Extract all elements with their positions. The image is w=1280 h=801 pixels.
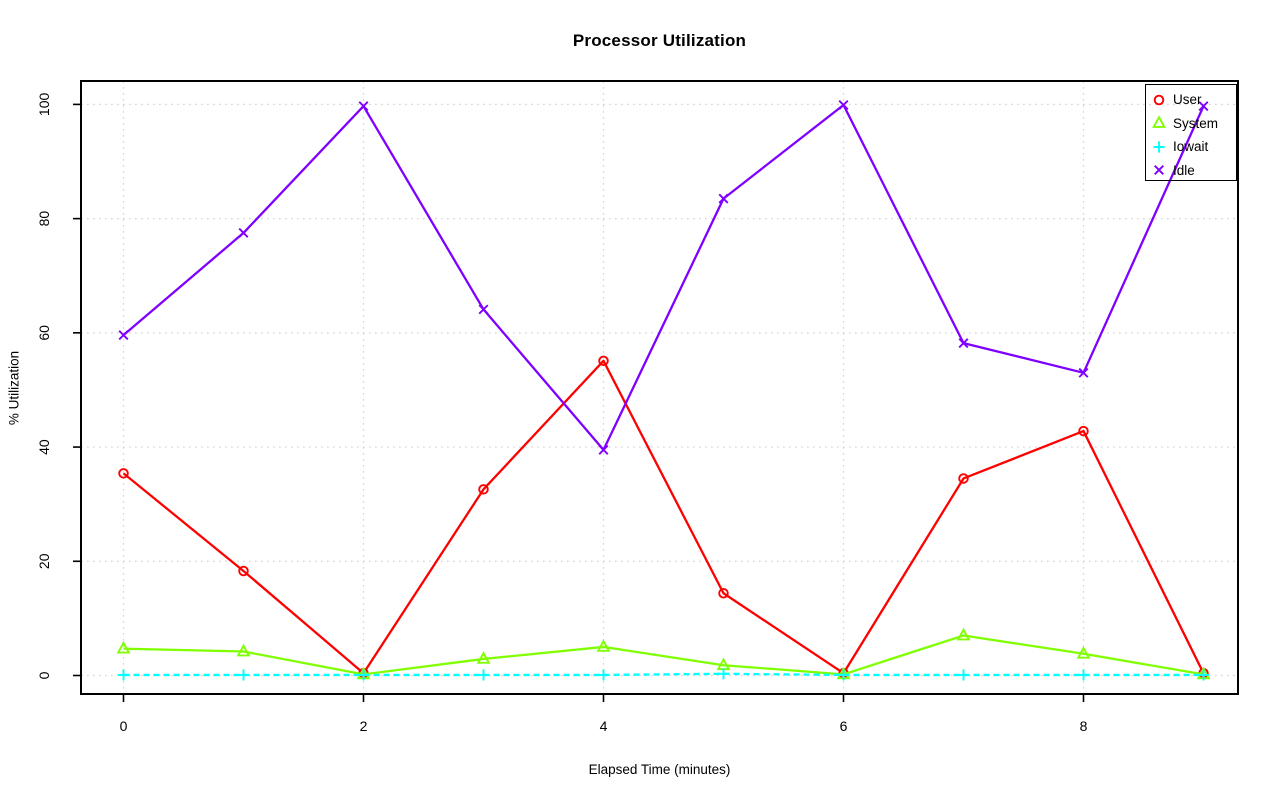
series-marker-system <box>236 643 251 657</box>
series-marker-iowait <box>1197 669 1210 681</box>
legend-circle-icon <box>1153 94 1165 106</box>
y-tick-label: 80 <box>36 211 52 227</box>
y-tick-label: 20 <box>36 553 52 569</box>
legend: User System Iowait Idle <box>1145 84 1237 181</box>
series-line-iowait <box>123 672 1204 677</box>
series-marker-iowait <box>477 669 490 681</box>
series-marker-system <box>596 639 611 652</box>
y-tick-label: 40 <box>36 439 52 455</box>
legend-label-user: User <box>1173 92 1202 107</box>
y-tick-label: 60 <box>36 325 52 341</box>
series-marker-user <box>1078 425 1089 437</box>
x-tick-label: 4 <box>600 718 608 734</box>
legend-triangle-icon <box>1152 115 1166 129</box>
legend-marker-shape-user <box>1153 94 1165 106</box>
legend-marker-shape-idle <box>1154 165 1164 176</box>
series-line-idle <box>122 103 1205 452</box>
series-marker-idle <box>238 227 249 238</box>
series-marker-system <box>476 651 491 664</box>
x-tick-label: 6 <box>840 718 848 734</box>
legend-row-idle: Idle <box>1146 159 1236 183</box>
x-tick-label: 8 <box>1080 718 1088 734</box>
series-marker-idle <box>838 99 849 110</box>
series-marker-idle <box>118 330 129 341</box>
series-marker-user <box>478 484 489 495</box>
x-axis-label: Elapsed Time (minutes) <box>588 762 731 777</box>
legend-plus-icon <box>1153 141 1165 153</box>
series-line-user <box>122 359 1205 675</box>
series-marker-iowait <box>957 669 970 681</box>
legend-marker-shape-iowait <box>1153 141 1165 153</box>
chart-title: Processor Utilization <box>572 31 747 50</box>
series-marker-user <box>958 473 969 484</box>
series-marker-user <box>238 565 249 577</box>
series-marker-idle <box>718 193 729 204</box>
series-marker-iowait <box>1077 669 1090 681</box>
series-marker-iowait <box>237 669 250 681</box>
series-marker-idle <box>358 101 369 112</box>
series-marker-user <box>118 468 129 479</box>
series-marker-system <box>1076 646 1091 659</box>
y-tick-label: 100 <box>36 93 52 117</box>
series-marker-iowait <box>837 669 850 681</box>
series-marker-iowait <box>117 669 130 681</box>
series-marker-idle <box>1198 101 1209 112</box>
series-marker-system <box>116 640 131 654</box>
series-marker-idle <box>1078 367 1089 378</box>
plot-border <box>80 80 1239 695</box>
series-marker-iowait <box>597 669 610 681</box>
legend-row-iowait: Iowait <box>1146 135 1236 159</box>
series-marker-user <box>598 355 609 367</box>
series-line-system <box>123 634 1204 676</box>
legend-label-system: System <box>1173 115 1219 131</box>
x-tick-label: 2 <box>360 718 368 734</box>
series-marker-system <box>956 627 971 641</box>
series-marker-iowait <box>717 668 730 680</box>
legend-label-iowait: Iowait <box>1173 139 1209 154</box>
series-marker-idle <box>478 304 489 315</box>
series-marker-idle <box>958 338 969 349</box>
y-tick-label: 0 <box>36 671 52 679</box>
series-marker-user <box>718 588 729 599</box>
legend-label-idle: Idle <box>1173 162 1195 178</box>
legend-row-user: User <box>1146 88 1236 112</box>
legend-marker-shape-system <box>1152 115 1166 129</box>
series-marker-idle <box>598 444 609 455</box>
legend-row-system: System <box>1146 112 1236 136</box>
series-marker-iowait <box>357 669 370 681</box>
legend-x-icon <box>1154 165 1164 176</box>
x-tick-label: 0 <box>120 718 128 734</box>
